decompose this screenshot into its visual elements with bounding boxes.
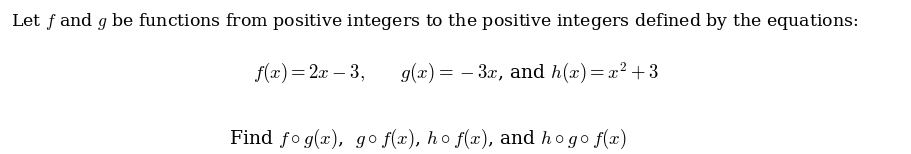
Text: Let $f$ and $g$ be functions from positive integers to the positive integers def: Let $f$ and $g$ be functions from positi…: [11, 11, 858, 32]
Text: Find $f \circ g(x)$,  $g \circ f(x)$, $h \circ f(x)$, and $h \circ g \circ f(x)$: Find $f \circ g(x)$, $g \circ f(x)$, $h …: [230, 127, 627, 151]
Text: $f(x) = 2x - 3, \quad\quad g(x) = -3x$, and $h(x) = x^2 + 3$: $f(x) = 2x - 3, \quad\quad g(x) = -3x$, …: [252, 61, 659, 87]
